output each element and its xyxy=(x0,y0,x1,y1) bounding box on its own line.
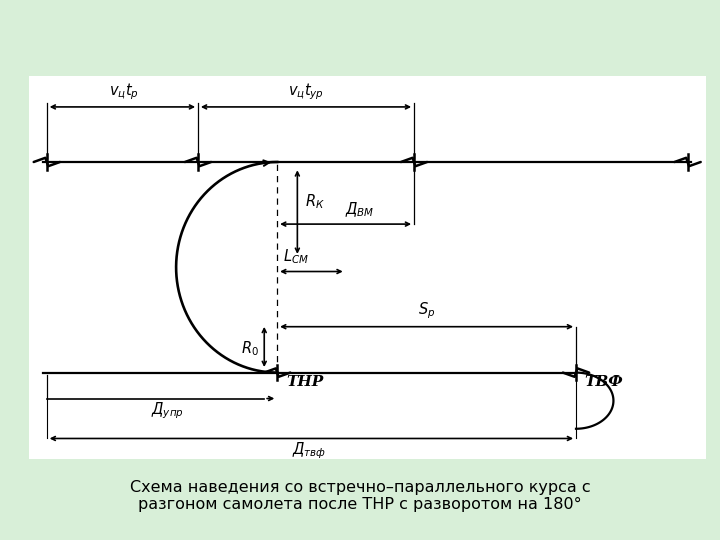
Text: Схема наведения со встречно–параллельного курса с
разгоном самолета после ТНР с : Схема наведения со встречно–параллельног… xyxy=(130,480,590,512)
Text: $Д_{ВМ}$: $Д_{ВМ}$ xyxy=(345,200,375,219)
Text: $Д_{твф}$: $Д_{твф}$ xyxy=(292,441,327,461)
Text: $R_0$: $R_0$ xyxy=(241,339,259,357)
Text: $R_К$: $R_К$ xyxy=(305,192,325,211)
Text: ТВФ: ТВФ xyxy=(585,375,624,389)
Text: $v_ц t_р$: $v_ц t_р$ xyxy=(109,81,139,102)
Text: $v_ц t_{ур}$: $v_ц t_{ур}$ xyxy=(288,81,324,102)
Text: $L_{СМ}$: $L_{СМ}$ xyxy=(283,247,309,266)
Text: ТНР: ТНР xyxy=(286,375,323,389)
Text: $Д_{упр}$: $Д_{упр}$ xyxy=(151,401,184,421)
Bar xyxy=(29,76,706,459)
Text: $S_р$: $S_р$ xyxy=(418,301,436,321)
